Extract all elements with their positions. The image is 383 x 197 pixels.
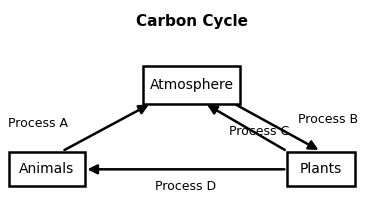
Text: Animals: Animals xyxy=(20,162,75,176)
Text: Process B: Process B xyxy=(298,113,358,126)
FancyBboxPatch shape xyxy=(143,66,240,104)
FancyBboxPatch shape xyxy=(10,152,85,186)
Text: Atmosphere: Atmosphere xyxy=(149,78,234,92)
Text: Carbon Cycle: Carbon Cycle xyxy=(136,14,247,29)
Text: Process D: Process D xyxy=(155,180,216,193)
FancyBboxPatch shape xyxy=(287,152,355,186)
Text: Plants: Plants xyxy=(300,162,342,176)
Text: Process C: Process C xyxy=(229,125,289,138)
Text: Process A: Process A xyxy=(8,117,68,130)
